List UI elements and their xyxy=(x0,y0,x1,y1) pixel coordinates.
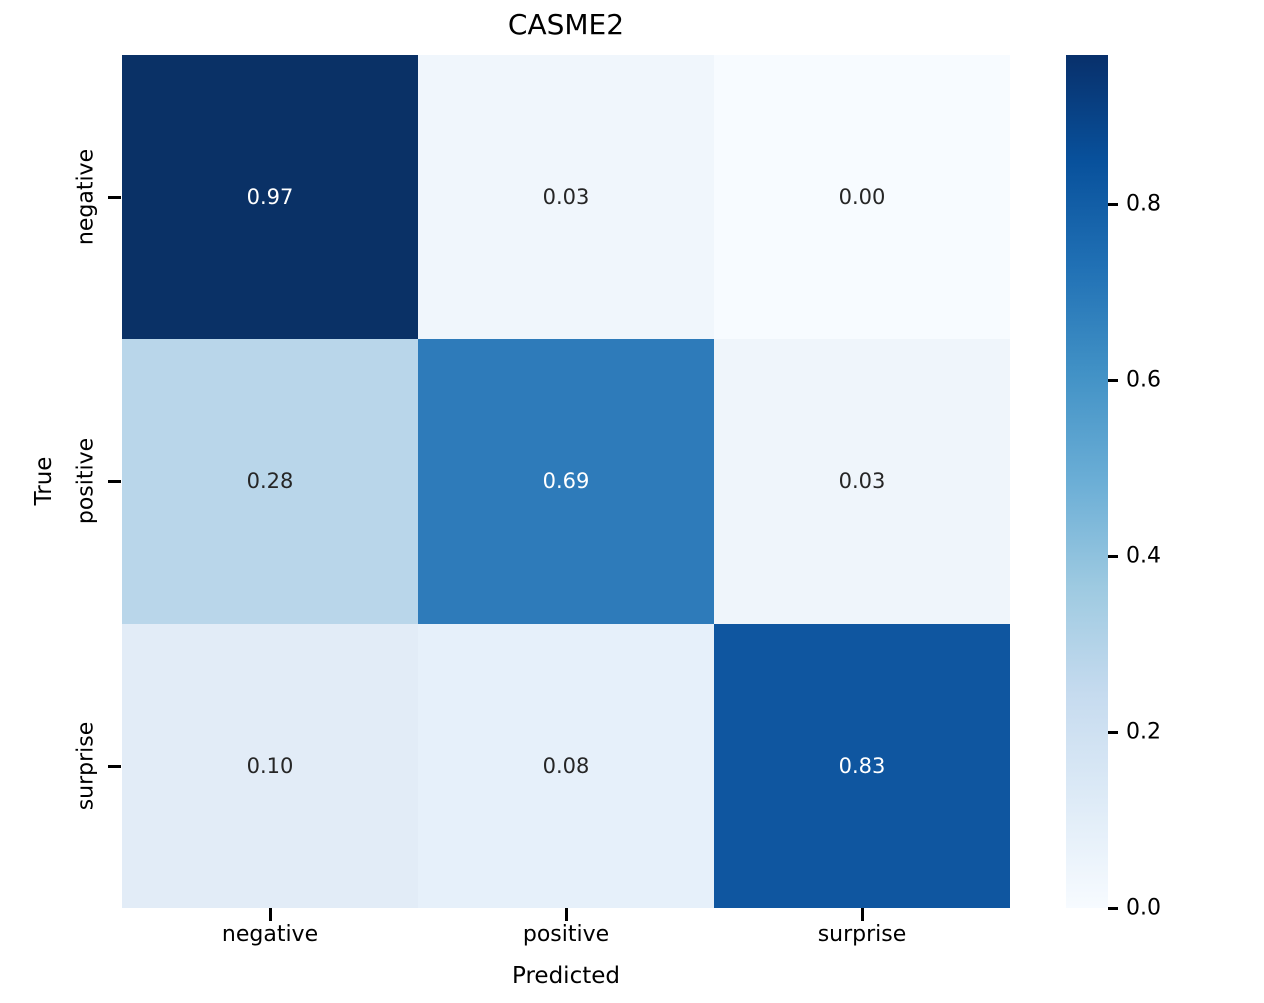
x-axis-label: Predicted xyxy=(512,963,620,989)
y-tick-label-surprise: surprise xyxy=(73,721,99,811)
colorbar-tick-mark xyxy=(1108,202,1118,206)
heatmap-cell-positive-negative: 0.28 xyxy=(122,339,418,624)
colorbar-tick-label: 0.2 xyxy=(1126,719,1161,745)
y-axis-label: True xyxy=(31,456,57,506)
cell-value: 0.03 xyxy=(838,469,886,494)
y-tick-mark xyxy=(108,480,121,483)
cell-value: 0.28 xyxy=(246,469,294,494)
x-tick-mark xyxy=(861,908,864,921)
cell-value: 0.83 xyxy=(838,753,886,778)
cell-value: 0.03 xyxy=(542,185,590,210)
heatmap-cell-negative-positive: 0.03 xyxy=(418,55,714,340)
cell-value: 0.69 xyxy=(542,469,590,494)
y-tick-label-positive: positive xyxy=(73,437,99,525)
y-tick-label-negative: negative xyxy=(73,148,99,246)
y-tick-mark xyxy=(108,196,121,199)
x-tick-mark xyxy=(269,908,272,921)
colorbar xyxy=(1066,55,1108,908)
colorbar-tick-mark xyxy=(1108,378,1118,382)
cell-value: 0.10 xyxy=(246,753,294,778)
chart-title: CASME2 xyxy=(507,8,625,41)
heatmap-cell-surprise-positive: 0.08 xyxy=(418,623,714,908)
heatmap-cell-positive-positive: 0.69 xyxy=(418,339,714,624)
x-tick-label-surprise: surprise xyxy=(817,922,907,947)
heatmap-cell-negative-negative: 0.97 xyxy=(122,55,418,340)
colorbar-tick-label: 0.4 xyxy=(1126,543,1161,569)
heatmap-cell-surprise-negative: 0.10 xyxy=(122,623,418,908)
heatmap-grid: 0.97 0.03 0.00 0.28 0.69 0.03 0.10 0.08 0.83 xyxy=(122,55,1010,908)
colorbar-tick-mark xyxy=(1108,730,1118,734)
cell-value: 0.00 xyxy=(838,185,886,210)
colorbar-ticks: 0.8 0.6 0.4 0.2 0.0 xyxy=(1108,55,1208,921)
heatmap-cell-positive-surprise: 0.03 xyxy=(714,339,1010,624)
x-tick-label-negative: negative xyxy=(221,922,319,947)
colorbar-tick-mark xyxy=(1108,554,1118,558)
x-tick-mark xyxy=(565,908,568,921)
colorbar-tick-mark xyxy=(1108,906,1118,910)
x-tick-label-positive: positive xyxy=(522,922,610,947)
colorbar-tick-label: 0.6 xyxy=(1126,367,1161,393)
colorbar-tick-label: 0.0 xyxy=(1126,895,1161,921)
cell-value: 0.08 xyxy=(542,753,590,778)
y-tick-mark xyxy=(108,765,121,768)
heatmap-cell-negative-surprise: 0.00 xyxy=(714,55,1010,340)
cell-value: 0.97 xyxy=(246,185,294,210)
heatmap-cell-surprise-surprise: 0.83 xyxy=(714,623,1010,908)
colorbar-tick-label: 0.8 xyxy=(1126,191,1161,217)
